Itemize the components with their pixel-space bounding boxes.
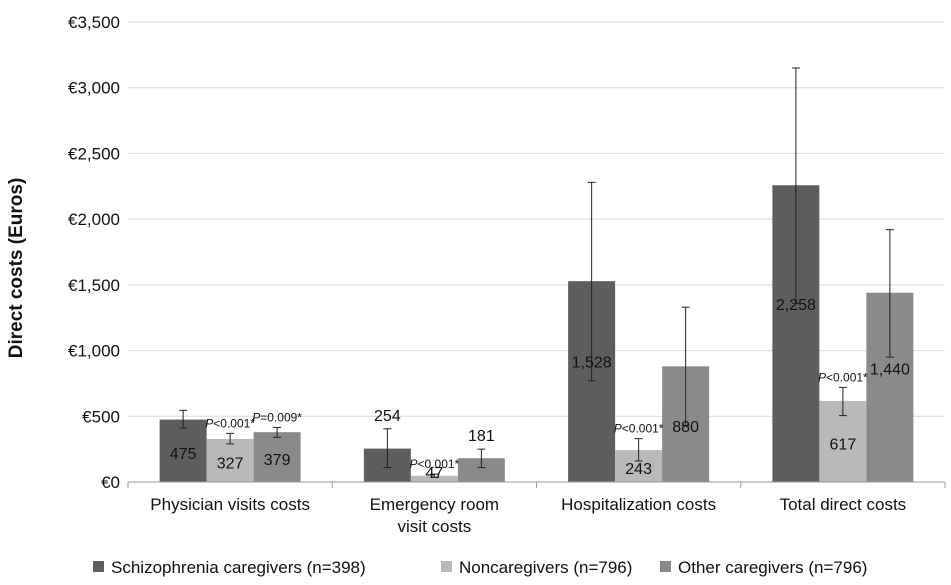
legend: Schizophrenia caregivers (n=398) Noncareg… (93, 558, 867, 577)
p-value-text: <0.001* (622, 422, 664, 436)
x-category-label: Total direct costs (780, 495, 907, 514)
x-category-label: Physician visits costs (150, 495, 310, 514)
p-value-symbol: P (818, 370, 826, 384)
p-value-symbol: P (614, 422, 622, 436)
y-tick-label: €2,500 (68, 144, 120, 163)
data-label: 181 (468, 428, 495, 445)
p-value-text: <0.001* (826, 370, 868, 384)
data-label: 327 (217, 456, 244, 473)
y-tick-label: €3,000 (68, 79, 120, 98)
legend-swatch (93, 561, 104, 572)
legend-label: Schizophrenia caregivers (n=398) (111, 558, 366, 577)
y-tick-label: €3,500 (68, 13, 120, 32)
error-bars (179, 67, 894, 478)
p-value-symbol: P (410, 457, 418, 471)
p-value-text: =0.009* (260, 410, 302, 424)
bar (159, 419, 207, 482)
data-labels: 475 254 1,528 2,258 327 47 243 617 379 181 880 1,44… (170, 297, 910, 482)
legend-swatch (441, 561, 452, 572)
p-value-annotation: P<0.001* (205, 416, 255, 430)
data-label: 2,258 (776, 297, 816, 314)
bar (410, 475, 458, 482)
y-tick-label: €1,000 (68, 342, 120, 361)
y-tick-label: €2,000 (68, 210, 120, 229)
y-axis-label: Direct costs (Euros) (6, 178, 27, 359)
data-label: 243 (625, 461, 652, 478)
y-tick-label: €1,500 (68, 276, 120, 295)
p-value-annotation: P<0.001* (614, 422, 664, 436)
p-value-text: <0.001* (213, 416, 255, 430)
legend-swatch (660, 561, 671, 572)
bar (253, 432, 301, 482)
data-label: 880 (672, 419, 699, 436)
legend-label: Noncaregivers (n=796) (459, 558, 632, 577)
y-tick-label: €0 (101, 473, 120, 492)
data-label: 47 (425, 465, 443, 482)
data-label: 475 (170, 446, 197, 463)
data-label: 1,440 (870, 361, 910, 378)
x-category-label: Emergency room (370, 495, 499, 514)
bars (159, 185, 914, 482)
p-value-symbol: P (205, 416, 213, 430)
y-tick-label: €500 (82, 407, 120, 426)
data-label: 617 (830, 436, 857, 453)
p-value-annotation: P<0.001* (818, 370, 868, 384)
p-value-text: <0.001* (418, 457, 460, 471)
p-value-annotations: P<0.001*P=0.009*P<0.001*P<0.001*P<0.001* (205, 370, 868, 471)
x-axis: Physician visits costs Emergency room visi… (127, 481, 946, 536)
legend-label: Other caregivers (n=796) (678, 558, 867, 577)
p-value-annotation: P=0.009* (252, 410, 302, 424)
x-category-label: visit costs (398, 517, 472, 536)
data-label: 1,528 (572, 355, 612, 372)
bar (206, 439, 254, 482)
data-label: 254 (374, 408, 401, 425)
p-value-annotation: P<0.001* (410, 457, 460, 471)
data-label: 379 (264, 452, 291, 469)
gridlines (128, 21, 945, 483)
y-axis: €0 €500 €1,000 €1,500 €2,000 €2,500 €3,000 €3,5… (68, 13, 120, 492)
bar (457, 458, 505, 482)
p-value-symbol: P (252, 410, 260, 424)
x-category-label: Hospitalization costs (561, 495, 716, 514)
